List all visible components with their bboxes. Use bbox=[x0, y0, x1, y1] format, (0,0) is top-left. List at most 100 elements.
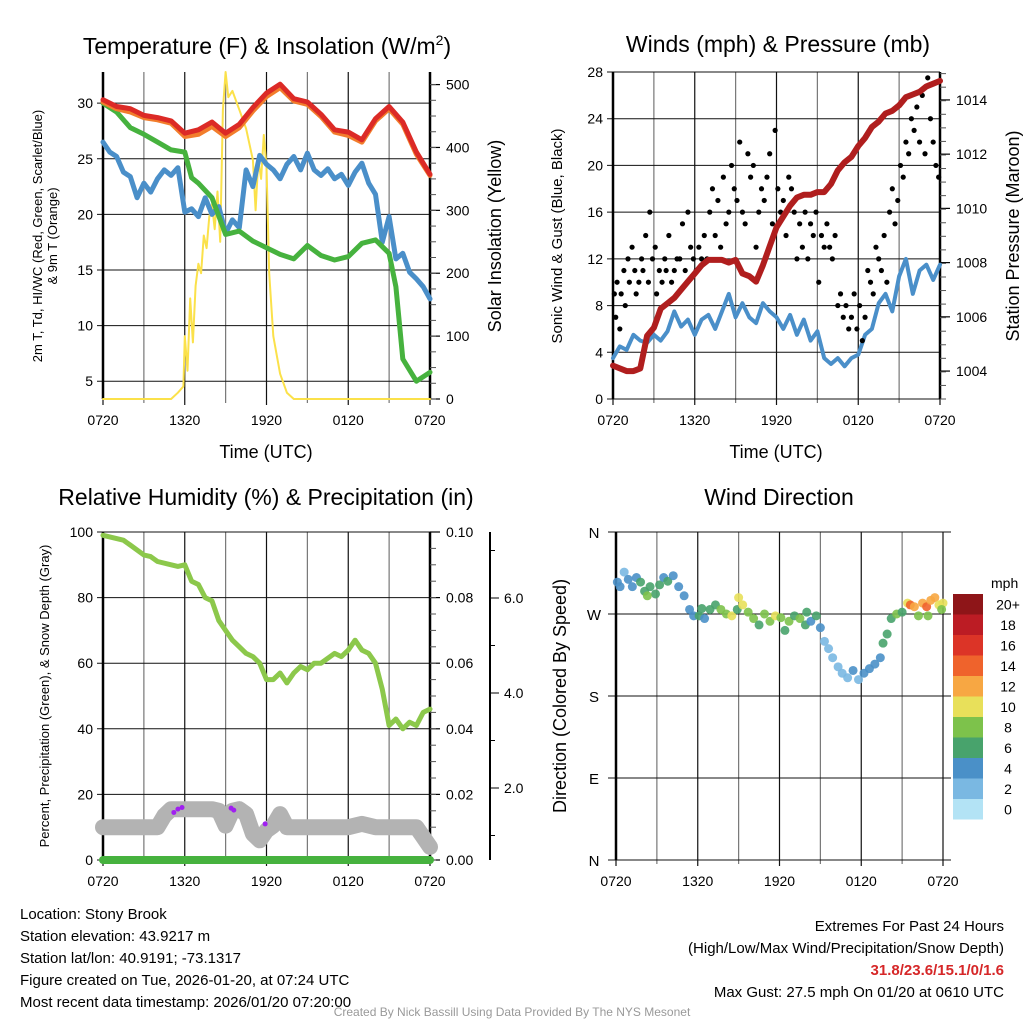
speed-legend-swatch bbox=[953, 635, 983, 656]
gust-point bbox=[927, 116, 934, 122]
speed-legend-title: mph bbox=[991, 575, 1018, 591]
gust-point bbox=[696, 244, 702, 250]
gust-point bbox=[788, 186, 795, 192]
right-tick-label: 1008 bbox=[956, 255, 987, 271]
speed-legend-swatch bbox=[953, 778, 983, 799]
x-tick-label: 1920 bbox=[761, 412, 792, 428]
gust-point bbox=[821, 244, 827, 250]
wind-direction-point bbox=[642, 591, 652, 601]
speed-legend-label: 10 bbox=[1000, 699, 1016, 715]
x-tick-label: 0120 bbox=[333, 412, 364, 428]
gust-point bbox=[647, 209, 653, 215]
wind-direction-point bbox=[833, 662, 843, 672]
snow-depth-tick-label: 6.0 bbox=[504, 590, 524, 606]
extremes-values: 31.8/23.6/15.1/0/1.6 bbox=[870, 962, 1004, 979]
gust-point bbox=[908, 116, 914, 122]
y-tick-label: 24 bbox=[587, 111, 603, 127]
gust-point bbox=[718, 244, 724, 250]
wind-direction-point bbox=[776, 613, 786, 623]
speed-legend-label: 2 bbox=[1004, 781, 1012, 797]
gust-point bbox=[767, 151, 773, 157]
x-tick-label: 0720 bbox=[924, 412, 955, 428]
gust-point bbox=[837, 291, 844, 297]
gust-point bbox=[851, 291, 857, 297]
wind-direction-point bbox=[937, 604, 947, 614]
relative-humidity-line bbox=[100, 532, 433, 732]
right-tick-label: 1010 bbox=[956, 200, 987, 216]
x-tick-label: 0720 bbox=[600, 873, 631, 889]
gust-point bbox=[618, 291, 624, 297]
gust-point bbox=[715, 197, 721, 204]
x-tick-label: 0720 bbox=[927, 873, 958, 889]
right-tick-label: 1006 bbox=[956, 309, 987, 325]
y-tick-label: 8 bbox=[595, 298, 603, 314]
extremes-info: Extremes For Past 24 Hours (High/Low/Max… bbox=[688, 916, 1004, 1004]
location-text: Location: Stony Brook bbox=[20, 906, 167, 923]
right-tick-label: 200 bbox=[446, 265, 470, 281]
x-tick-label: 0120 bbox=[333, 873, 364, 889]
humidity-y-axis-label: Percent, Precipitation (Green), & Snow D… bbox=[37, 545, 52, 848]
y-tick-label: 15 bbox=[77, 262, 93, 278]
gust-point bbox=[656, 267, 662, 274]
gust-point bbox=[617, 326, 623, 332]
right-tick-label: 300 bbox=[446, 202, 470, 218]
y-tick-label: 12 bbox=[587, 251, 603, 267]
speed-legend-swatch bbox=[953, 594, 983, 615]
wind-direction-point bbox=[700, 614, 710, 624]
wind-direction-point bbox=[749, 614, 759, 624]
y-tick-label: 100 bbox=[70, 524, 94, 540]
gust-point bbox=[666, 232, 672, 239]
gust-point bbox=[835, 302, 841, 309]
x-tick-label: 1320 bbox=[169, 873, 200, 889]
gust-point bbox=[643, 232, 649, 239]
right-tick-label: 100 bbox=[446, 328, 470, 344]
gust-point bbox=[728, 162, 735, 169]
gust-point bbox=[613, 314, 619, 320]
station-info: Location: Stony Brook Station elevation:… bbox=[20, 904, 351, 1014]
x-tick-label: 1320 bbox=[679, 412, 710, 428]
gust-point bbox=[632, 267, 638, 274]
speed-legend-label: 6 bbox=[1004, 740, 1012, 756]
right-tick-label: 0 bbox=[446, 391, 454, 407]
speed-legend-swatch bbox=[953, 717, 983, 738]
x-tick-label: 0720 bbox=[414, 412, 445, 428]
gust-point bbox=[698, 256, 705, 262]
gust-point bbox=[897, 162, 904, 169]
gust-point bbox=[878, 267, 885, 274]
solar-insolation-line bbox=[102, 71, 431, 400]
right-tick-label: 0.04 bbox=[446, 721, 473, 737]
x-tick-label: 0120 bbox=[846, 873, 877, 889]
wind-direction-point bbox=[651, 589, 661, 599]
gust-point bbox=[780, 197, 786, 204]
gust-point bbox=[640, 267, 646, 274]
gust-point bbox=[682, 267, 688, 274]
y-tick-label: 0 bbox=[85, 852, 93, 868]
x-tick-label: 1320 bbox=[682, 873, 713, 889]
speed-legend-swatch bbox=[953, 676, 983, 697]
gust-point bbox=[652, 244, 658, 250]
gust-point bbox=[827, 244, 833, 250]
gust-point bbox=[846, 326, 852, 332]
y-tick-label: 20 bbox=[587, 157, 603, 173]
gust-point bbox=[857, 302, 863, 309]
speed-legend-swatch bbox=[953, 614, 983, 635]
direction-tick-label: N bbox=[589, 525, 600, 542]
y-tick-label: 4 bbox=[595, 344, 603, 360]
wind-direction-point bbox=[878, 638, 888, 648]
gust-point bbox=[889, 186, 895, 192]
y-tick-label: 5 bbox=[85, 373, 93, 389]
wind-direction-point bbox=[909, 602, 919, 612]
gust-point bbox=[854, 326, 860, 332]
wind-y-axis-label: Sonic Wind & Gust (Blue, Black) bbox=[549, 128, 566, 343]
wind-direction-point bbox=[738, 600, 748, 610]
gust-point bbox=[671, 267, 677, 274]
gust-point bbox=[756, 209, 762, 215]
gust-point bbox=[933, 162, 939, 169]
gust-point bbox=[873, 244, 879, 250]
gust-point bbox=[916, 139, 923, 145]
gust-point bbox=[805, 256, 811, 262]
speed-legend-swatch bbox=[953, 655, 983, 676]
figure-created-text: Figure created on Tue, 2026-01-20, at 07… bbox=[20, 972, 350, 989]
wind-direction-point bbox=[754, 620, 764, 630]
wind-direction-point bbox=[795, 614, 805, 624]
